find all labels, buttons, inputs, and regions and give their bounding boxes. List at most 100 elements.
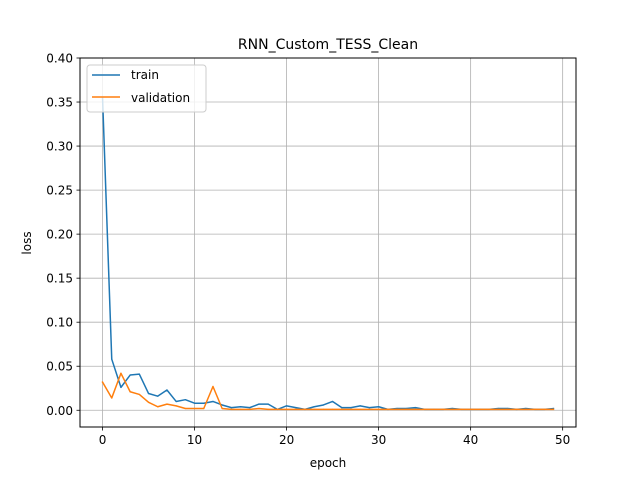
data-point-train: [267, 403, 269, 405]
data-point-train: [368, 407, 371, 409]
data-point-train: [295, 407, 297, 409]
data-point-train: [147, 392, 150, 395]
data-point-train: [111, 358, 113, 360]
data-point-validation: [175, 405, 177, 407]
data-point-validation: [193, 407, 196, 410]
data-point-validation: [433, 408, 435, 410]
y-tick-label: 0.35: [46, 96, 73, 110]
data-point-validation: [304, 408, 306, 410]
y-tick-label: 0.15: [46, 272, 73, 286]
data-point-train: [285, 405, 288, 407]
data-point-validation: [525, 408, 527, 410]
x-tick-label: 30: [371, 433, 386, 447]
y-tick-label: 0.25: [46, 184, 73, 198]
data-point-validation: [221, 407, 223, 410]
data-point-validation: [332, 408, 334, 410]
legend-label-validation: validation: [131, 91, 190, 105]
data-point-validation: [378, 408, 380, 410]
data-point-validation: [387, 408, 389, 410]
x-axis-title: epoch: [310, 456, 347, 470]
y-tick-label: 0.10: [46, 316, 73, 330]
y-tick-label: 0.40: [46, 52, 73, 66]
y-tick-label: 0.05: [46, 360, 73, 374]
data-point-train: [212, 400, 214, 403]
data-point-train: [249, 407, 251, 409]
data-point-validation: [285, 408, 288, 410]
data-point-validation: [534, 408, 536, 410]
legend-box: [86, 64, 207, 113]
series-line-validation: [101, 372, 555, 411]
data-point-validation: [147, 401, 150, 403]
data-point-train: [341, 407, 343, 409]
x-tick-label: 10: [187, 433, 202, 447]
data-point-validation: [341, 408, 343, 410]
data-point-validation: [313, 408, 315, 410]
data-point-train: [138, 373, 140, 375]
data-point-validation: [350, 408, 352, 410]
data-point-train: [175, 400, 177, 403]
data-point-train: [221, 404, 223, 406]
legend-label-train: train: [131, 68, 159, 82]
data-point-train: [322, 404, 324, 406]
data-point-validation: [543, 408, 545, 410]
x-tick-label: 50: [555, 433, 570, 447]
data-point-validation: [488, 408, 490, 410]
y-tick-label: 0.20: [46, 228, 73, 242]
y-tick-label: 0.30: [46, 140, 73, 154]
data-point-validation: [120, 372, 122, 374]
data-point-validation: [368, 408, 371, 410]
data-point-validation: [497, 408, 499, 410]
data-point-validation: [479, 408, 481, 410]
data-point-train: [157, 395, 159, 397]
data-point-validation: [267, 408, 269, 410]
data-point-validation: [451, 408, 453, 410]
x-tick-label: 0: [99, 433, 107, 447]
data-point-validation: [249, 408, 251, 410]
data-point-validation: [212, 385, 214, 388]
data-point-train: [129, 374, 131, 376]
data-point-validation: [138, 393, 140, 396]
data-point-train: [120, 386, 122, 388]
data-point-validation: [359, 408, 361, 410]
data-point-train: [414, 407, 417, 409]
data-point-train: [359, 405, 361, 407]
y-axis-title: loss: [20, 231, 34, 254]
data-point-validation: [552, 408, 555, 410]
x-tick-label: 40: [463, 433, 478, 447]
data-point-validation: [442, 408, 444, 410]
data-point-validation: [295, 408, 297, 410]
data-point-validation: [414, 408, 417, 410]
data-point-train: [184, 399, 186, 401]
data-point-train: [230, 407, 232, 409]
data-point-train: [332, 400, 334, 403]
data-point-train: [378, 406, 380, 408]
axes-frame: [79, 57, 577, 428]
data-point-validation: [166, 403, 168, 405]
data-point-train: [203, 402, 205, 404]
data-point-validation: [111, 397, 113, 399]
data-point-validation: [276, 408, 278, 410]
data-point-validation: [258, 407, 260, 410]
data-point-train: [193, 402, 196, 404]
chart-title: RNN_Custom_TESS_Clean: [238, 37, 418, 53]
data-point-validation: [129, 391, 131, 393]
data-point-validation: [424, 408, 426, 410]
data-point-validation: [322, 408, 324, 410]
data-point-validation: [396, 408, 398, 410]
data-point-validation: [230, 408, 232, 410]
data-point-validation: [101, 381, 104, 383]
data-point-train: [239, 406, 242, 408]
data-point-train: [350, 407, 352, 409]
data-point-validation: [516, 408, 518, 410]
data-point-train: [166, 389, 168, 391]
series-layer: [101, 96, 555, 411]
data-point-validation: [203, 407, 205, 410]
data-point-train: [258, 403, 260, 405]
data-point-train: [313, 406, 315, 408]
data-point-validation: [239, 408, 242, 410]
y-tick-label: 0.00: [46, 404, 73, 418]
data-point-validation: [184, 407, 186, 410]
data-point-validation: [157, 406, 159, 408]
